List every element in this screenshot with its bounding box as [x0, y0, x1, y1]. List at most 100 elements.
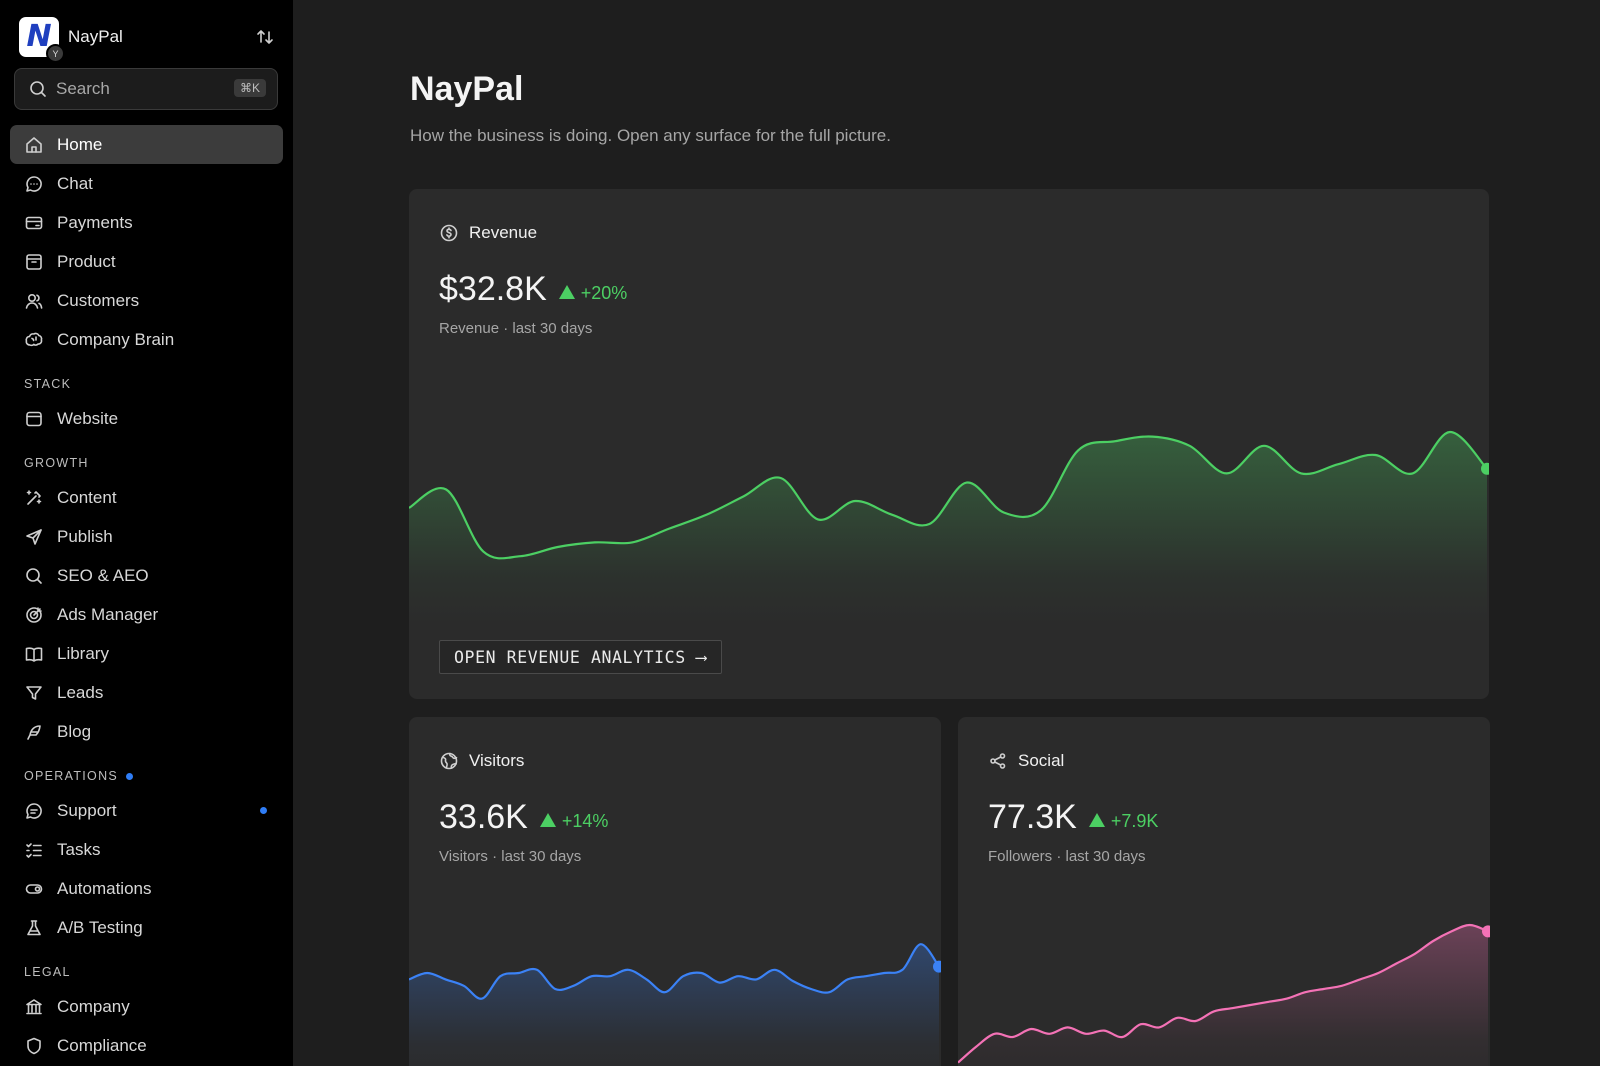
up-arrow-icon	[558, 285, 575, 299]
target-icon	[26, 606, 42, 623]
home-icon	[26, 136, 42, 153]
revenue-line	[409, 430, 1488, 560]
workspace-name: NayPal	[68, 27, 123, 46]
brain-icon	[25, 332, 43, 346]
visitors-endpoint	[933, 960, 941, 973]
sidebar-item-company[interactable]: Company	[10, 987, 283, 1026]
browser-icon	[26, 411, 42, 426]
card-title: Revenue	[469, 223, 538, 242]
sidebar-item-label: Company	[57, 996, 130, 1016]
box-icon	[26, 253, 42, 270]
sidebar-item-tasks[interactable]: Tasks	[10, 830, 283, 869]
chat-icon	[26, 175, 42, 192]
delta-value: +14%	[561, 810, 609, 831]
sidebar-item-label: Chat	[57, 173, 93, 193]
feather-icon	[27, 724, 41, 740]
unread-dot	[260, 807, 267, 814]
sidebar-item-label: Leads	[57, 682, 104, 702]
sidebar-item-label: Website	[57, 408, 119, 428]
support-icon	[26, 802, 42, 819]
section-title-stack: STACK	[24, 377, 72, 391]
social-chart	[958, 923, 1490, 1066]
dollar-icon	[440, 224, 458, 242]
sidebar-item-home[interactable]: Home	[10, 125, 283, 164]
share-icon	[990, 753, 1006, 769]
revenue-chart	[409, 430, 1489, 624]
sidebar-item-label: Library	[57, 643, 109, 663]
sidebar-item-content[interactable]: Content	[10, 478, 283, 517]
metric-row: 33.6K +14%	[439, 798, 608, 837]
sidebar-item-customers[interactable]: Customers	[10, 281, 283, 320]
sidebar: N Y NayPal Search ⌘K Home Chat Payments	[0, 0, 293, 1066]
section-title-growth: GROWTH	[24, 456, 89, 470]
search-icon	[30, 81, 46, 97]
delta-badge: +7.9K	[1088, 811, 1158, 832]
sidebar-item-label: Tasks	[57, 839, 101, 859]
sidebar-item-label: SEO & AEO	[57, 565, 149, 585]
sidebar-item-company-brain[interactable]: Company Brain	[10, 320, 283, 359]
sidebar-item-label: Automations	[57, 878, 152, 898]
social-line	[958, 923, 1489, 1064]
metric-value: 77.3K	[988, 798, 1077, 836]
workspace-logo: N Y	[19, 17, 65, 63]
sidebar-item-seo[interactable]: SEO & AEO	[10, 556, 283, 595]
user-badge: Y	[46, 44, 65, 63]
sidebar-item-chat[interactable]: Chat	[10, 164, 283, 203]
card-header: Visitors	[439, 751, 524, 771]
search-shortcut: ⌘K	[233, 79, 266, 97]
wand-icon	[26, 489, 42, 505]
sidebar-item-label: Ads Manager	[57, 604, 159, 624]
bank-icon	[26, 998, 42, 1014]
visitors-area	[409, 944, 939, 1066]
sidebar-item-label: Publish	[57, 526, 113, 546]
revenue-card[interactable]: Revenue $32.8K +20% Revenue · last 30 da…	[409, 189, 1489, 699]
sidebar-item-label: Product	[57, 251, 116, 271]
card-header: Revenue	[439, 223, 537, 243]
sidebar-item-leads[interactable]: Leads	[10, 673, 283, 712]
sidebar-nav: Home Chat Payments Product Customers Com…	[10, 125, 283, 1065]
notification-dot	[126, 773, 134, 780]
open-revenue-analytics-button[interactable]: OPEN REVENUE ANALYTICS ⟶	[439, 640, 722, 674]
visitors-line	[409, 943, 940, 1000]
social-card[interactable]: Social 77.3K +7.9K Followers · last 30 d…	[958, 717, 1490, 1066]
visitors-chart	[409, 943, 941, 1066]
sidebar-item-product[interactable]: Product	[10, 242, 283, 281]
shield-icon	[27, 1037, 41, 1054]
sidebar-item-compliance[interactable]: Compliance	[10, 1026, 283, 1065]
search-placeholder: Search	[56, 79, 110, 98]
sidebar-item-automations[interactable]: Automations	[10, 869, 283, 908]
sidebar-item-website[interactable]: Website	[10, 399, 283, 438]
metric-caption: Visitors · last 30 days	[439, 848, 582, 865]
page-title: NayPal	[410, 70, 524, 108]
visitors-card[interactable]: Visitors 33.6K +14% Visitors · last 30 d…	[409, 717, 941, 1066]
sidebar-item-label: Content	[57, 487, 117, 507]
sidebar-item-ab-testing[interactable]: A/B Testing	[10, 908, 283, 947]
revenue-area	[409, 431, 1487, 624]
delta-badge: +20%	[558, 283, 627, 304]
filter-icon	[26, 685, 42, 700]
sidebar-item-label: Compliance	[57, 1035, 147, 1055]
search-icon	[26, 567, 42, 584]
metric-caption: Followers · last 30 days	[988, 848, 1146, 865]
sidebar-item-library[interactable]: Library	[10, 634, 283, 673]
globe-icon	[440, 752, 458, 770]
sidebar-item-label: A/B Testing	[57, 917, 143, 937]
section-title-text: OPERATIONS	[24, 769, 119, 783]
sidebar-item-publish[interactable]: Publish	[10, 517, 283, 556]
card-icon	[25, 216, 43, 229]
workspace-switcher[interactable]: N Y NayPal	[19, 17, 275, 63]
sidebar-item-label: Company Brain	[57, 329, 175, 349]
switch-icon[interactable]	[255, 27, 275, 47]
sidebar-item-ads-manager[interactable]: Ads Manager	[10, 595, 283, 634]
sidebar-item-payments[interactable]: Payments	[10, 203, 283, 242]
book-icon	[25, 646, 43, 662]
up-arrow-icon	[539, 813, 556, 827]
search-input[interactable]: Search ⌘K	[14, 68, 278, 110]
sidebar-item-blog[interactable]: Blog	[10, 712, 283, 751]
revenue-endpoint	[1481, 462, 1489, 475]
sidebar-item-support[interactable]: Support	[10, 791, 283, 830]
sidebar-item-label: Blog	[57, 721, 92, 741]
delta-badge: +14%	[539, 810, 609, 832]
social-area	[958, 925, 1488, 1066]
